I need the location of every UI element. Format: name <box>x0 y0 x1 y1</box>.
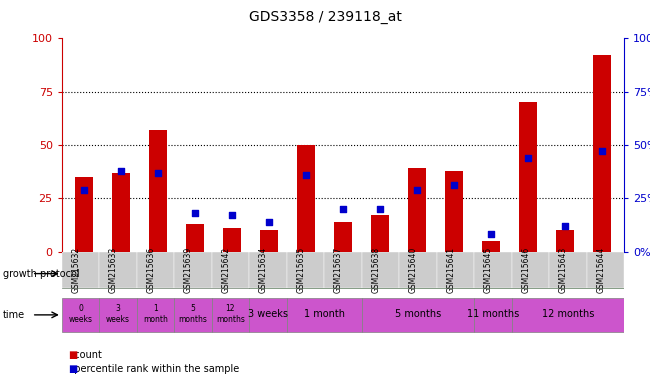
Bar <box>259 230 278 252</box>
Text: 5
months: 5 months <box>179 305 207 324</box>
Text: GDS3358 / 239118_at: GDS3358 / 239118_at <box>248 10 402 23</box>
Text: GSM215641: GSM215641 <box>447 247 455 293</box>
Text: GSM215634: GSM215634 <box>259 247 268 293</box>
Bar <box>62 252 99 288</box>
Bar <box>324 252 361 288</box>
Point <box>338 206 348 212</box>
Text: GSM215633: GSM215633 <box>109 247 118 293</box>
Point <box>301 172 311 178</box>
Bar <box>136 252 174 288</box>
Text: percentile rank within the sample: percentile rank within the sample <box>68 364 239 374</box>
Bar <box>149 130 167 252</box>
Text: androgen-deprived: androgen-deprived <box>380 266 493 280</box>
Point <box>116 167 126 174</box>
Bar <box>512 252 549 288</box>
Point <box>153 170 163 176</box>
Bar <box>512 298 624 332</box>
Bar <box>287 252 324 288</box>
Point <box>190 210 200 216</box>
Text: GSM215635: GSM215635 <box>296 247 306 293</box>
Bar <box>399 252 437 288</box>
Text: ■: ■ <box>68 350 77 360</box>
Bar <box>370 215 389 252</box>
Text: GSM215643: GSM215643 <box>559 247 568 293</box>
Point <box>448 182 459 189</box>
Bar <box>593 55 611 252</box>
Bar <box>62 259 249 288</box>
Point <box>374 206 385 212</box>
Bar <box>333 222 352 252</box>
Text: 1
month: 1 month <box>143 305 168 324</box>
Text: 11 months: 11 months <box>467 309 519 319</box>
Text: 0
weeks: 0 weeks <box>68 305 92 324</box>
Point <box>523 155 533 161</box>
Bar <box>586 252 624 288</box>
Bar <box>249 252 287 288</box>
Point <box>597 148 607 154</box>
Text: GSM215637: GSM215637 <box>334 247 343 293</box>
Bar <box>75 177 93 252</box>
Text: count: count <box>68 350 102 360</box>
Point <box>560 223 570 229</box>
Text: time: time <box>3 310 25 320</box>
Bar <box>445 170 463 252</box>
Bar <box>482 241 500 252</box>
Point <box>264 218 274 225</box>
Bar <box>212 298 249 332</box>
Bar <box>296 145 315 252</box>
Point <box>227 212 237 218</box>
Text: GSM215644: GSM215644 <box>596 247 605 293</box>
Text: GSM215640: GSM215640 <box>409 247 418 293</box>
Point <box>486 232 496 238</box>
Text: GSM215646: GSM215646 <box>521 247 530 293</box>
Bar <box>99 298 136 332</box>
Bar <box>408 169 426 252</box>
Bar <box>223 228 241 252</box>
Text: 12 months: 12 months <box>541 309 594 319</box>
Bar <box>136 298 174 332</box>
Bar <box>112 173 130 252</box>
Bar <box>174 298 212 332</box>
Text: 3
weeks: 3 weeks <box>106 305 130 324</box>
Text: growth protocol: growth protocol <box>3 268 80 279</box>
Bar <box>549 252 586 288</box>
Text: control: control <box>135 266 176 280</box>
Text: 3 weeks: 3 weeks <box>248 309 288 319</box>
Text: 12
months: 12 months <box>216 305 245 324</box>
Text: GSM215639: GSM215639 <box>184 247 193 293</box>
Bar <box>186 224 204 252</box>
Bar <box>437 252 474 288</box>
Text: GSM215632: GSM215632 <box>72 247 81 293</box>
Text: GSM215645: GSM215645 <box>484 247 493 293</box>
Bar <box>361 298 474 332</box>
Text: ■: ■ <box>68 364 77 374</box>
Text: 5 months: 5 months <box>395 309 441 319</box>
Text: GSM215638: GSM215638 <box>371 247 380 293</box>
Text: GSM215642: GSM215642 <box>222 247 231 293</box>
Bar <box>249 259 624 288</box>
Bar <box>62 298 99 332</box>
Bar <box>474 252 512 288</box>
Text: GSM215636: GSM215636 <box>146 247 155 293</box>
Bar <box>519 103 537 252</box>
Bar <box>287 298 361 332</box>
Bar <box>556 230 574 252</box>
Bar <box>249 298 287 332</box>
Bar <box>212 252 249 288</box>
Bar <box>99 252 136 288</box>
Bar <box>474 298 512 332</box>
Bar <box>174 252 212 288</box>
Point <box>79 187 89 193</box>
Point <box>411 187 422 193</box>
Text: 1 month: 1 month <box>304 309 344 319</box>
Bar <box>361 252 399 288</box>
